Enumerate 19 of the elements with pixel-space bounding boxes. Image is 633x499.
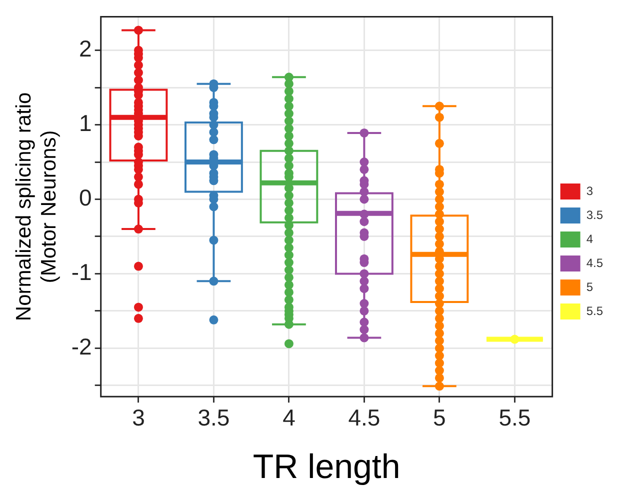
- legend-label: 4.5: [586, 256, 604, 270]
- x-tick-label: 3.5: [198, 404, 230, 431]
- legend-label: 3.5: [586, 208, 604, 222]
- legend-label: 5.5: [586, 304, 604, 318]
- y-tick-label: -2: [71, 334, 92, 360]
- legend-label: 3: [586, 184, 594, 198]
- legend-label: 5: [586, 280, 594, 294]
- y-tick-label: -1: [71, 259, 92, 286]
- y-tick-label: 2: [79, 36, 92, 62]
- y-tick-label: 0: [79, 184, 92, 211]
- x-tick-label: 3: [132, 404, 145, 431]
- x-tick-label: 4.5: [348, 404, 380, 431]
- x-tick-label: 5.5: [498, 404, 531, 431]
- x-tick-label: 4: [282, 404, 296, 431]
- y-tick-label: 1: [79, 110, 92, 136]
- legend-label: 4: [586, 232, 594, 246]
- x-tick-label: 5: [433, 404, 446, 431]
- x-axis-title: TR length: [252, 448, 400, 486]
- y-axis-title: Normalized splicing ratio (Motor Neurons): [12, 92, 61, 322]
